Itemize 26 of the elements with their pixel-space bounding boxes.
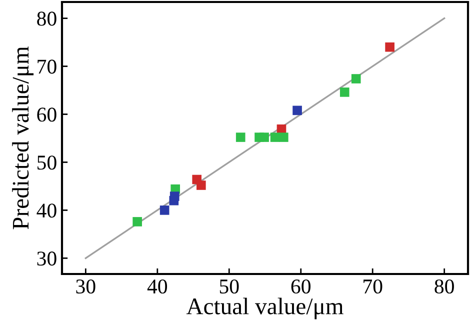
- point: [260, 132, 269, 142]
- y-tick-label: 70: [38, 60, 56, 74]
- point: [270, 132, 280, 142]
- x-tick-label: 70: [364, 279, 382, 294]
- point: [196, 180, 206, 190]
- point: [169, 196, 179, 206]
- point: [236, 132, 246, 142]
- y-tick-label: 80: [37, 12, 56, 26]
- x-axis-title: Actual value/μm: [186, 298, 344, 320]
- point: [351, 74, 361, 84]
- point: [132, 217, 142, 226]
- point: [160, 206, 170, 215]
- x-tick-label: 50: [220, 279, 239, 294]
- point: [278, 132, 288, 142]
- y-tick-label: 60: [37, 108, 56, 122]
- x-tick-label: 40: [147, 279, 168, 294]
- x-tick-label: 60: [291, 279, 310, 294]
- x-tick-label: 80: [434, 279, 454, 294]
- y-axis-title: Predicted value/μm: [12, 46, 34, 230]
- point: [292, 106, 302, 116]
- point: [385, 42, 394, 52]
- x-tick-label: 30: [76, 279, 96, 294]
- y-tick-label: 50: [38, 156, 56, 170]
- point: [340, 88, 350, 97]
- y-tick-label: 30: [37, 252, 56, 266]
- y-tick-label: 40: [36, 204, 56, 218]
